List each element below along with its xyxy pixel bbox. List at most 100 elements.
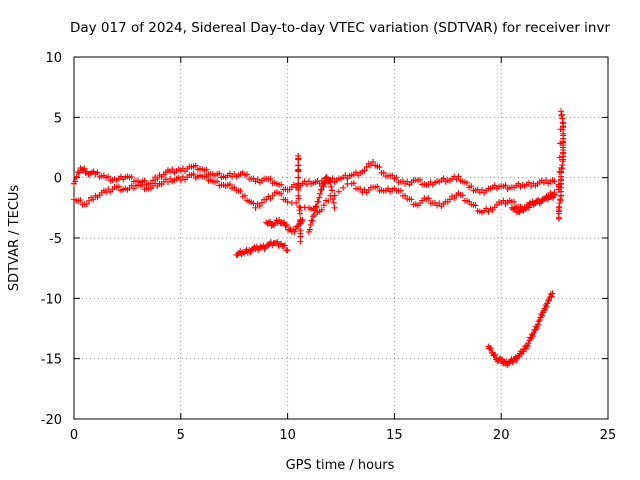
data-point (546, 297, 553, 304)
data-point (536, 317, 543, 324)
data-point (510, 206, 517, 213)
data-point (330, 199, 337, 206)
data-point (258, 199, 265, 206)
chart-title: Day 017 of 2024, Sidereal Day-to-day VTE… (70, 20, 610, 36)
data-point (374, 183, 381, 190)
data-point (214, 178, 221, 185)
data-point (150, 177, 157, 184)
data-point (237, 248, 244, 255)
data-points (71, 108, 567, 369)
data-point (252, 204, 259, 211)
data-point (318, 186, 325, 193)
x-tick-label: 5 (177, 428, 185, 443)
data-point (310, 213, 317, 220)
data-point (139, 181, 146, 188)
data-point (525, 340, 532, 347)
data-point (267, 239, 274, 246)
data-point (535, 196, 542, 203)
data-point (550, 192, 557, 199)
data-point (340, 184, 347, 191)
data-point (511, 205, 518, 212)
data-point (393, 174, 400, 181)
data-point (256, 202, 263, 209)
data-point (312, 203, 319, 210)
data-point (295, 195, 302, 202)
data-point (72, 178, 79, 185)
data-point (241, 192, 248, 199)
x-tick-label: 25 (600, 428, 617, 443)
data-point (267, 218, 274, 225)
data-point (267, 175, 274, 182)
data-point (327, 179, 334, 186)
data-point (284, 198, 291, 205)
data-point (282, 242, 289, 249)
data-point (557, 140, 564, 147)
data-point (558, 108, 565, 115)
data-point (350, 180, 357, 187)
data-point (440, 175, 447, 182)
data-point (533, 197, 540, 204)
data-point (515, 208, 522, 215)
data-point (192, 162, 199, 169)
data-point (244, 171, 251, 178)
data-point (335, 188, 342, 195)
data-point (295, 156, 302, 163)
x-tick-label: 20 (493, 428, 510, 443)
data-point (408, 196, 415, 203)
data-point (520, 207, 527, 214)
data-point (530, 330, 537, 337)
data-point (154, 176, 161, 183)
data-point (265, 219, 272, 226)
data-point (317, 190, 324, 197)
data-point (239, 249, 246, 256)
data-point (544, 300, 551, 307)
y-axis-label: SDTVAR / TECUs (7, 185, 22, 292)
data-point (451, 195, 458, 202)
data-point (534, 325, 541, 332)
data-point (402, 192, 409, 199)
data-point (376, 164, 383, 171)
data-point (548, 293, 555, 300)
data-point (306, 226, 313, 233)
data-point (296, 210, 303, 217)
data-point (297, 219, 304, 226)
data-point (370, 158, 377, 165)
data-point (323, 174, 330, 181)
data-point (216, 170, 223, 177)
data-point (511, 198, 518, 205)
data-point (90, 196, 97, 203)
data-point (77, 197, 84, 204)
data-point (291, 228, 298, 235)
data-point (524, 343, 531, 350)
data-point (468, 183, 475, 190)
data-point (521, 204, 528, 211)
data-point (525, 179, 532, 186)
data-point (464, 179, 471, 186)
data-point (278, 190, 285, 197)
data-point (311, 211, 318, 218)
data-point (169, 166, 176, 173)
data-point (293, 199, 300, 206)
data-point (283, 221, 290, 228)
data-point (529, 333, 536, 340)
data-point (331, 192, 338, 199)
y-tick-label: -15 (41, 353, 62, 368)
data-point (297, 233, 304, 240)
data-point (292, 226, 299, 233)
y-tick-label: -10 (41, 292, 62, 307)
data-point (318, 206, 325, 213)
data-point (190, 171, 197, 178)
data-point (237, 187, 244, 194)
data-point (273, 240, 280, 247)
data-point (512, 204, 519, 211)
x-tick-label: 15 (386, 428, 403, 443)
data-point (446, 196, 453, 203)
data-point (274, 238, 281, 245)
data-point (539, 312, 546, 319)
data-point (556, 154, 563, 161)
data-point (363, 164, 370, 171)
data-point (551, 178, 558, 185)
data-point (397, 187, 404, 194)
data-point (534, 321, 541, 328)
